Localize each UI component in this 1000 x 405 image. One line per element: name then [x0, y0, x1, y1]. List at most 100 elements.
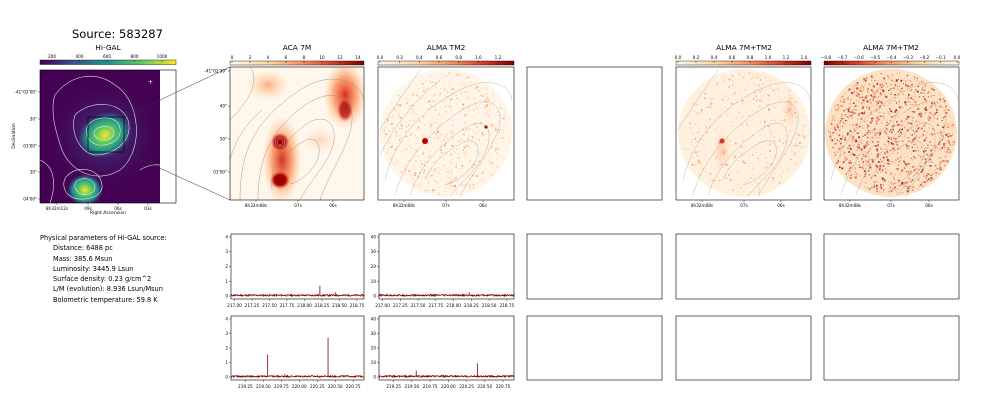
noise-pixel — [851, 141, 853, 143]
noise-pixel — [723, 150, 726, 153]
x-tick-label: 07s — [887, 203, 895, 208]
y-tick-label: 04'00" — [23, 197, 37, 202]
noise-pixel — [474, 113, 476, 115]
noise-pixel — [944, 118, 946, 120]
noise-pixel — [940, 141, 941, 142]
aca7m-core-south — [270, 171, 290, 189]
noise-pixel — [862, 99, 864, 101]
noise-pixel — [728, 113, 730, 116]
noise-pixel — [707, 114, 709, 116]
noise-pixel — [751, 73, 753, 75]
noise-pixel — [408, 160, 410, 162]
noise-pixel — [906, 181, 908, 184]
noise-pixel — [483, 155, 485, 157]
noise-pixel — [842, 105, 844, 107]
noise-pixel — [915, 85, 917, 87]
noise-pixel — [923, 175, 925, 177]
noise-pixel — [448, 182, 451, 184]
noise-pixel — [720, 163, 722, 166]
noise-pixel — [879, 84, 882, 87]
noise-pixel — [476, 86, 479, 89]
noise-pixel — [433, 179, 435, 181]
noise-pixel — [929, 169, 931, 171]
noise-pixel — [924, 93, 926, 95]
noise-pixel — [418, 121, 420, 123]
noise-pixel — [844, 136, 846, 139]
noise-pixel — [916, 100, 918, 102]
noise-pixel — [713, 152, 715, 154]
noise-pixel — [843, 149, 845, 151]
noise-pixel — [855, 124, 858, 126]
noise-pixel — [389, 139, 391, 140]
colorbar-tick-label: 0.2 — [693, 55, 700, 60]
noise-pixel — [873, 184, 875, 185]
noise-pixel — [432, 136, 435, 139]
noise-pixel — [846, 120, 848, 121]
noise-pixel — [871, 166, 872, 168]
noise-pixel — [836, 124, 839, 127]
noise-pixel — [853, 108, 854, 110]
noise-pixel — [854, 164, 855, 166]
noise-pixel — [760, 122, 761, 124]
noise-pixel — [935, 172, 937, 174]
noise-pixel — [692, 167, 694, 169]
noise-pixel — [879, 105, 881, 107]
noise-pixel — [834, 143, 836, 145]
noise-pixel — [907, 177, 909, 178]
noise-pixel — [886, 162, 889, 165]
noise-pixel — [458, 153, 460, 155]
noise-pixel — [879, 107, 881, 109]
noise-pixel — [942, 135, 944, 137]
noise-pixel — [795, 138, 797, 140]
noise-pixel — [943, 145, 945, 146]
noise-pixel — [753, 192, 754, 194]
noise-pixel — [870, 101, 872, 104]
y-tick-label: 30" — [30, 117, 37, 122]
noise-pixel — [741, 141, 743, 143]
x-tick-label: 8h32m08s — [691, 203, 713, 208]
noise-pixel — [884, 143, 886, 146]
noise-pixel — [885, 151, 887, 152]
noise-pixel — [870, 148, 872, 150]
noise-pixel — [713, 128, 716, 131]
noise-pixel — [880, 168, 882, 170]
noise-pixel — [779, 165, 781, 167]
noise-pixel — [937, 101, 938, 103]
noise-pixel — [692, 139, 693, 140]
noise-pixel — [784, 141, 787, 143]
noise-pixel — [940, 131, 942, 133]
x-tick-label: 218.00 — [297, 303, 312, 308]
noise-pixel — [868, 164, 870, 166]
noise-pixel — [785, 111, 787, 113]
noise-pixel — [430, 106, 432, 109]
x-tick-label: 219.75 — [274, 384, 289, 389]
noise-pixel — [404, 173, 406, 175]
noise-pixel — [742, 76, 745, 78]
noise-pixel — [892, 143, 894, 145]
noise-pixel — [455, 73, 457, 75]
higal-source-south — [67, 174, 103, 203]
noise-pixel — [767, 104, 769, 106]
noise-pixel — [886, 119, 888, 121]
noise-pixel — [706, 131, 708, 133]
noise-pixel — [876, 190, 877, 191]
noise-pixel — [458, 74, 460, 76]
noise-pixel — [909, 80, 912, 82]
noise-pixel — [462, 175, 464, 177]
noise-pixel — [902, 183, 904, 185]
noise-pixel — [907, 85, 909, 87]
noise-pixel — [893, 124, 896, 127]
noise-pixel — [941, 139, 943, 141]
noise-pixel — [877, 167, 879, 169]
noise-pixel — [502, 143, 505, 146]
noise-pixel — [841, 105, 843, 107]
noise-pixel — [850, 174, 852, 177]
noise-pixel — [911, 143, 914, 145]
noise-pixel — [427, 171, 429, 174]
noise-pixel — [925, 106, 927, 108]
x-tick-label: 09s — [84, 206, 92, 211]
noise-pixel — [881, 148, 883, 150]
noise-pixel — [847, 108, 850, 111]
noise-pixel — [905, 84, 907, 86]
noise-pixel — [766, 166, 768, 168]
